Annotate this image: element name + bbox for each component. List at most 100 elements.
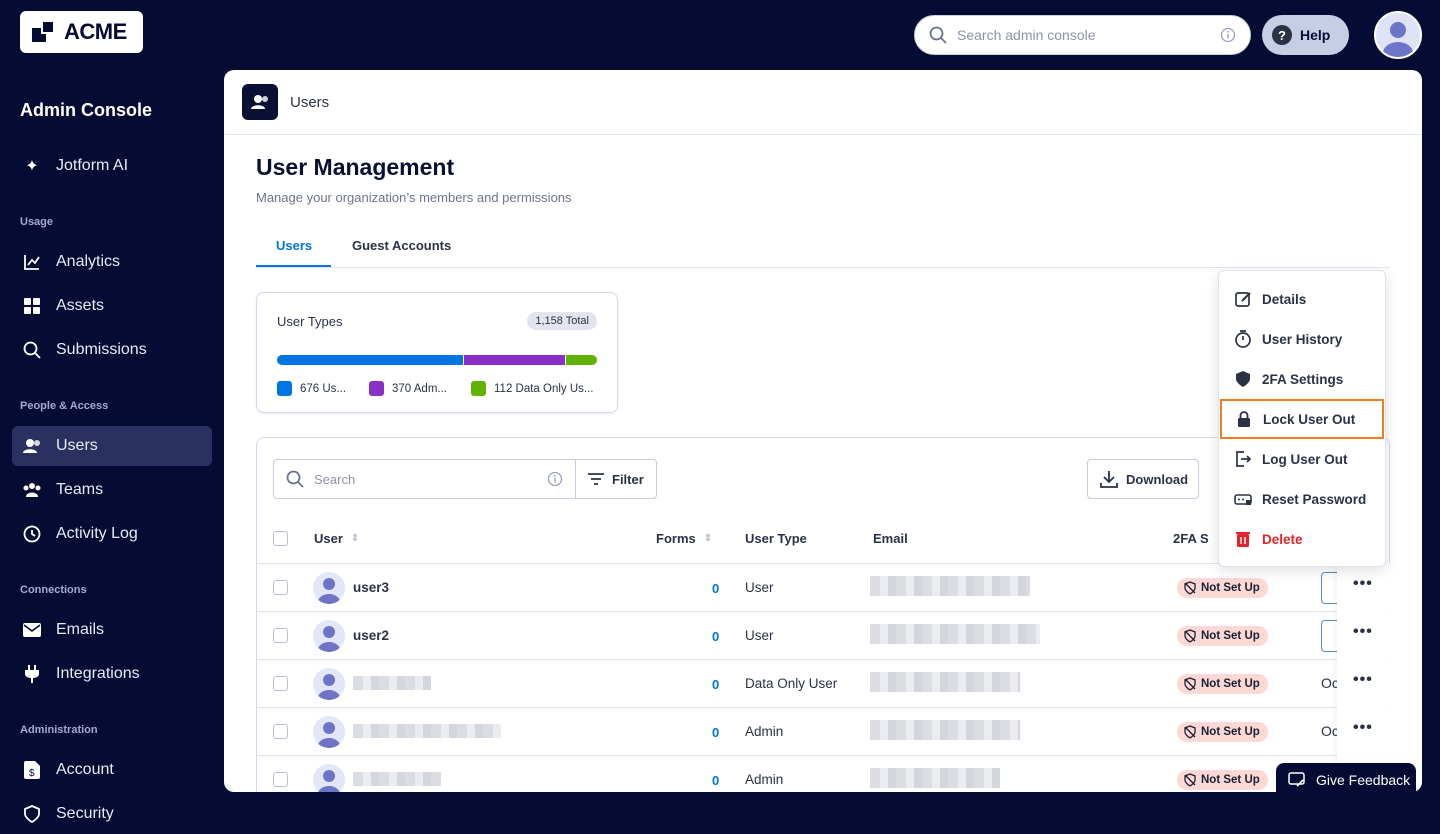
team-icon <box>22 480 42 500</box>
active-tab-indicator <box>256 265 331 267</box>
sidebar-item-assets[interactable]: Assets <box>12 286 212 326</box>
row-checkbox[interactable] <box>273 628 288 643</box>
row-actions-menu: Details User History 2FA Settings Lock User… <box>1218 270 1386 567</box>
shield-off-icon <box>1184 677 1196 691</box>
forms-count[interactable]: 0 <box>712 581 720 596</box>
forms-count[interactable]: 0 <box>712 773 720 788</box>
more-actions-icon[interactable]: ••• <box>1353 671 1373 688</box>
sidebar-item-emails[interactable]: Emails <box>12 610 212 650</box>
menu-item-lock-user-out[interactable]: Lock User Out <box>1220 399 1384 439</box>
table-row[interactable]: 0 Data Only User Not Set Up Oc <box>257 659 1391 707</box>
shield-off-icon <box>1184 629 1196 643</box>
row-checkbox[interactable] <box>273 580 288 595</box>
sidebar-section-administration: Administration <box>20 724 98 736</box>
row-checkbox[interactable] <box>273 676 288 691</box>
menu-item-reset-password[interactable]: Reset Password <box>1220 479 1384 519</box>
sidebar-item-submissions[interactable]: Submissions <box>12 330 212 370</box>
forms-count[interactable]: 0 <box>712 629 720 644</box>
menu-item-details[interactable]: Details <box>1220 279 1384 319</box>
user-types-bar <box>277 355 597 365</box>
profile-avatar[interactable] <box>1374 11 1422 59</box>
2fa-status-label: Not Set Up <box>1201 678 1260 690</box>
menu-item-log-user-out[interactable]: Log User Out <box>1220 439 1384 479</box>
user-type: User <box>745 580 774 595</box>
sidebar-section-usage: Usage <box>20 216 54 228</box>
give-feedback-button[interactable]: Give Feedback <box>1276 763 1416 797</box>
sidebar-item-account[interactable]: $ Account <box>12 750 212 790</box>
admin-search-input[interactable]: Search admin console <box>914 15 1251 55</box>
info-icon[interactable] <box>547 471 563 487</box>
user-name[interactable]: user3 <box>353 580 390 595</box>
sidebar-item-users[interactable]: Users <box>12 426 212 466</box>
table-row[interactable]: user2 0 User Not Set Up <box>257 611 1391 659</box>
sidebar-item-label: Jotform AI <box>56 157 129 174</box>
sidebar-section-people: People & Access <box>20 400 109 412</box>
sort-icon: ⇕ <box>703 533 713 544</box>
table-search-input[interactable]: Search <box>273 459 576 499</box>
menu-item-user-history[interactable]: User History <box>1220 319 1384 359</box>
sticky-actions-column <box>1337 563 1390 792</box>
user-type: Admin <box>745 724 784 739</box>
redacted-email <box>870 672 1020 692</box>
user-name[interactable]: user2 <box>353 628 390 643</box>
legend-label: 370 Adm... <box>392 382 447 395</box>
forms-count[interactable]: 0 <box>712 677 720 692</box>
tab-users[interactable]: Users <box>276 238 313 253</box>
more-actions-icon[interactable]: ••• <box>1353 623 1373 640</box>
sidebar-item-activity-log[interactable]: Activity Log <box>12 514 212 554</box>
table-row[interactable]: 0 Admin Not Set Up <box>257 755 1391 792</box>
sidebar-item-security[interactable]: Security <box>12 794 212 834</box>
2fa-status-badge: Not Set Up <box>1177 674 1268 694</box>
column-user[interactable]: User ⇕ <box>314 531 359 546</box>
help-button[interactable]: ? Help <box>1262 15 1349 55</box>
sidebar-item-label: Security <box>56 805 114 822</box>
sidebar-item-jotform-ai[interactable]: ✦ Jotform AI <box>12 146 212 186</box>
more-actions-icon[interactable]: ••• <box>1353 575 1373 592</box>
table-row[interactable]: user3 0 User Not Set Up <box>257 563 1391 611</box>
logo-text: ACME <box>64 19 127 44</box>
forms-count[interactable]: 0 <box>712 725 720 740</box>
info-icon[interactable] <box>1220 27 1236 43</box>
trash-icon <box>1236 532 1250 547</box>
acme-logo[interactable]: ACME <box>20 11 143 53</box>
redacted-user-name <box>353 676 431 690</box>
tab-guest-accounts[interactable]: Guest Accounts <box>352 238 452 253</box>
user-avatar-icon <box>313 620 345 652</box>
user-types-title: User Types <box>277 314 343 329</box>
sidebar-item-teams[interactable]: Teams <box>12 470 212 510</box>
row-checkbox[interactable] <box>273 772 288 787</box>
user-type: User <box>745 628 774 643</box>
download-button[interactable]: Download <box>1087 459 1199 499</box>
plug-icon <box>22 664 42 684</box>
sparkle-icon: ✦ <box>25 158 39 175</box>
password-icon <box>1234 494 1252 505</box>
last-column-value: Oc <box>1321 675 1339 691</box>
menu-item-2fa-settings[interactable]: 2FA Settings <box>1220 359 1384 399</box>
column-label: User Type <box>745 531 807 546</box>
filter-button[interactable]: Filter <box>575 459 657 499</box>
users-table: Search Filter Download User ⇕ Forms ⇕ User… <box>256 437 1391 792</box>
menu-item-delete[interactable]: Delete <box>1220 519 1384 559</box>
select-all-checkbox[interactable] <box>273 531 288 546</box>
menu-item-label: 2FA Settings <box>1262 371 1344 387</box>
more-actions-icon[interactable]: ••• <box>1353 719 1373 736</box>
table-row[interactable]: 0 Admin Not Set Up Oc <box>257 707 1391 755</box>
2fa-status-label: Not Set Up <box>1201 582 1260 594</box>
sidebar-item-analytics[interactable]: Analytics <box>12 242 212 282</box>
user-avatar-icon <box>1383 22 1413 57</box>
sidebar-item-integrations[interactable]: Integrations <box>12 654 212 694</box>
sidebar-title: Admin Console <box>20 100 153 120</box>
row-checkbox[interactable] <box>273 724 288 739</box>
2fa-status-label: Not Set Up <box>1201 726 1260 738</box>
redacted-user-name <box>353 724 501 738</box>
download-label: Download <box>1126 471 1189 487</box>
total-badge: 1,158 Total <box>527 312 597 330</box>
question-icon: ? <box>1272 25 1292 45</box>
user-avatar-icon <box>313 668 345 700</box>
users-icon <box>22 436 42 456</box>
sidebar-item-label: Activity Log <box>56 525 138 542</box>
feedback-label: Give Feedback <box>1316 772 1411 788</box>
bar-segment <box>463 355 566 365</box>
column-forms[interactable]: Forms ⇕ <box>656 531 712 546</box>
menu-item-label: User History <box>1262 331 1343 347</box>
